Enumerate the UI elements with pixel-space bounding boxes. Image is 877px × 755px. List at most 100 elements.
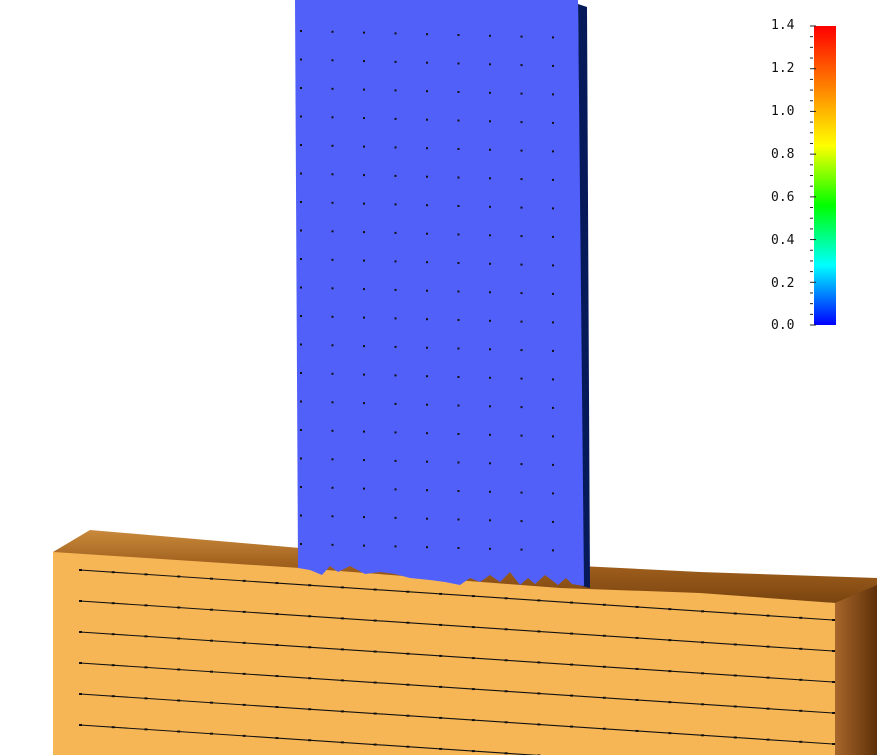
impactor-marker-dot (394, 89, 397, 92)
target-marker-dot (570, 632, 574, 635)
impactor-marker-dot (300, 429, 302, 431)
impactor-marker-dot (331, 201, 334, 204)
target-marker-dot (733, 612, 737, 615)
target-marker-dot (504, 752, 508, 755)
impactor-marker-dot (300, 400, 302, 403)
impactor-marker-dot (489, 319, 491, 322)
impactor-marker-dot (426, 318, 428, 321)
impactor-marker-dot (489, 405, 491, 408)
impactor-marker-dot (426, 460, 428, 463)
target-marker-dot (275, 613, 279, 616)
impactor-marker-dot (457, 433, 460, 435)
impactor-marker-dot (331, 230, 334, 233)
target-block (53, 530, 877, 755)
impactor-marker-dot (457, 319, 460, 321)
target-marker-dot (635, 729, 639, 732)
target-marker-dot (308, 677, 312, 680)
target-marker-dot (308, 708, 312, 711)
impactor-marker-dot (457, 176, 460, 179)
target-marker-dot (209, 577, 213, 580)
target-marker-dot (701, 734, 705, 737)
impactor-marker-dot (426, 432, 428, 435)
impactor-marker-dot (300, 258, 302, 260)
impactor-marker-dot (426, 375, 428, 378)
target-marker-dot (340, 679, 344, 682)
target-marker-dot (242, 703, 246, 706)
impactor-marker-dot (331, 87, 334, 90)
target-marker-dot (537, 599, 541, 602)
target-marker-dot (668, 670, 672, 673)
target-marker-dot (635, 667, 639, 670)
target-marker-dot (471, 719, 475, 722)
impactor-face (295, 0, 584, 586)
impactor-marker-dot (520, 92, 523, 95)
impactor-marker-dot (552, 36, 554, 39)
impactor-marker-dot (520, 349, 523, 352)
colorbar (810, 25, 836, 326)
impactor-marker-dot (489, 519, 491, 522)
target-marker-dot (668, 608, 672, 611)
target-marker-dot (177, 668, 181, 671)
impactor-marker-dot (457, 262, 460, 264)
impactor-marker-dot (489, 490, 491, 493)
target-marker-dot (832, 743, 835, 745)
target-marker-dot (439, 654, 443, 657)
impactor-marker-dot (300, 343, 302, 346)
target-marker-dot (799, 709, 803, 712)
impactor-marker-dot (363, 60, 365, 63)
impactor-marker-dot (394, 488, 397, 491)
impactor-marker-dot (426, 90, 428, 93)
target-marker-dot (668, 701, 672, 704)
impactor-marker-dot (300, 201, 302, 203)
target-marker-dot (504, 721, 508, 724)
target-marker-dot (209, 639, 213, 642)
impactor-marker-dot (457, 347, 460, 350)
target-marker-dot (242, 610, 246, 613)
target-marker-dot (406, 621, 410, 624)
target-marker-dot (471, 626, 475, 629)
target-marker-dot (144, 573, 148, 576)
colorbar-tick-label-0-4: 0.4 (771, 233, 795, 248)
target-marker-dot (275, 582, 279, 585)
impactor-marker-dot (331, 401, 334, 404)
impactor-marker-dot (426, 204, 428, 207)
impactor-marker-dot (331, 458, 334, 461)
target-marker-dot (635, 698, 639, 701)
impactor-marker-dot (552, 406, 554, 409)
target-marker-dot (177, 606, 181, 609)
target-marker-dot (799, 740, 803, 743)
impactor-marker-dot (363, 430, 365, 433)
impactor-marker-dot (426, 346, 428, 349)
impactor-marker-dot (520, 406, 523, 409)
target-marker-dot (570, 725, 574, 728)
impactor-marker-dot (457, 547, 460, 549)
target-marker-dot (832, 712, 835, 714)
impactor-marker-dot (552, 435, 554, 438)
impactor-marker-dot (489, 177, 491, 180)
target-marker-dot (177, 637, 181, 640)
impactor-marker-dot (457, 91, 460, 93)
impactor-marker-dot (489, 63, 491, 66)
colorbar-tick-label-0-0: 0.0 (771, 318, 795, 333)
impactor-marker-dot (552, 121, 554, 124)
target-marker-dot (471, 595, 475, 598)
impactor-marker-dot (457, 148, 460, 150)
impactor-marker-dot (520, 263, 523, 266)
impactor-marker-dot (394, 174, 397, 177)
impactor-marker-dot (552, 207, 554, 210)
target-marker-dot (668, 732, 672, 735)
impactor-marker-dot (520, 463, 523, 466)
target-marker-dot (340, 586, 344, 589)
impactor-marker-dot (300, 87, 302, 89)
target-marker-dot (832, 619, 835, 621)
target-marker-dot (701, 641, 705, 644)
target-marker-dot (144, 604, 148, 607)
impactor-marker-dot (457, 490, 460, 492)
impactor-marker-dot (457, 205, 460, 207)
target-marker-line (79, 569, 834, 621)
impactor-marker-dot (363, 544, 365, 547)
impactor-marker-dot (394, 345, 397, 348)
colorbar-tick-label-1-0: 1.0 (771, 104, 795, 119)
impactor-marker-dot (331, 486, 334, 489)
